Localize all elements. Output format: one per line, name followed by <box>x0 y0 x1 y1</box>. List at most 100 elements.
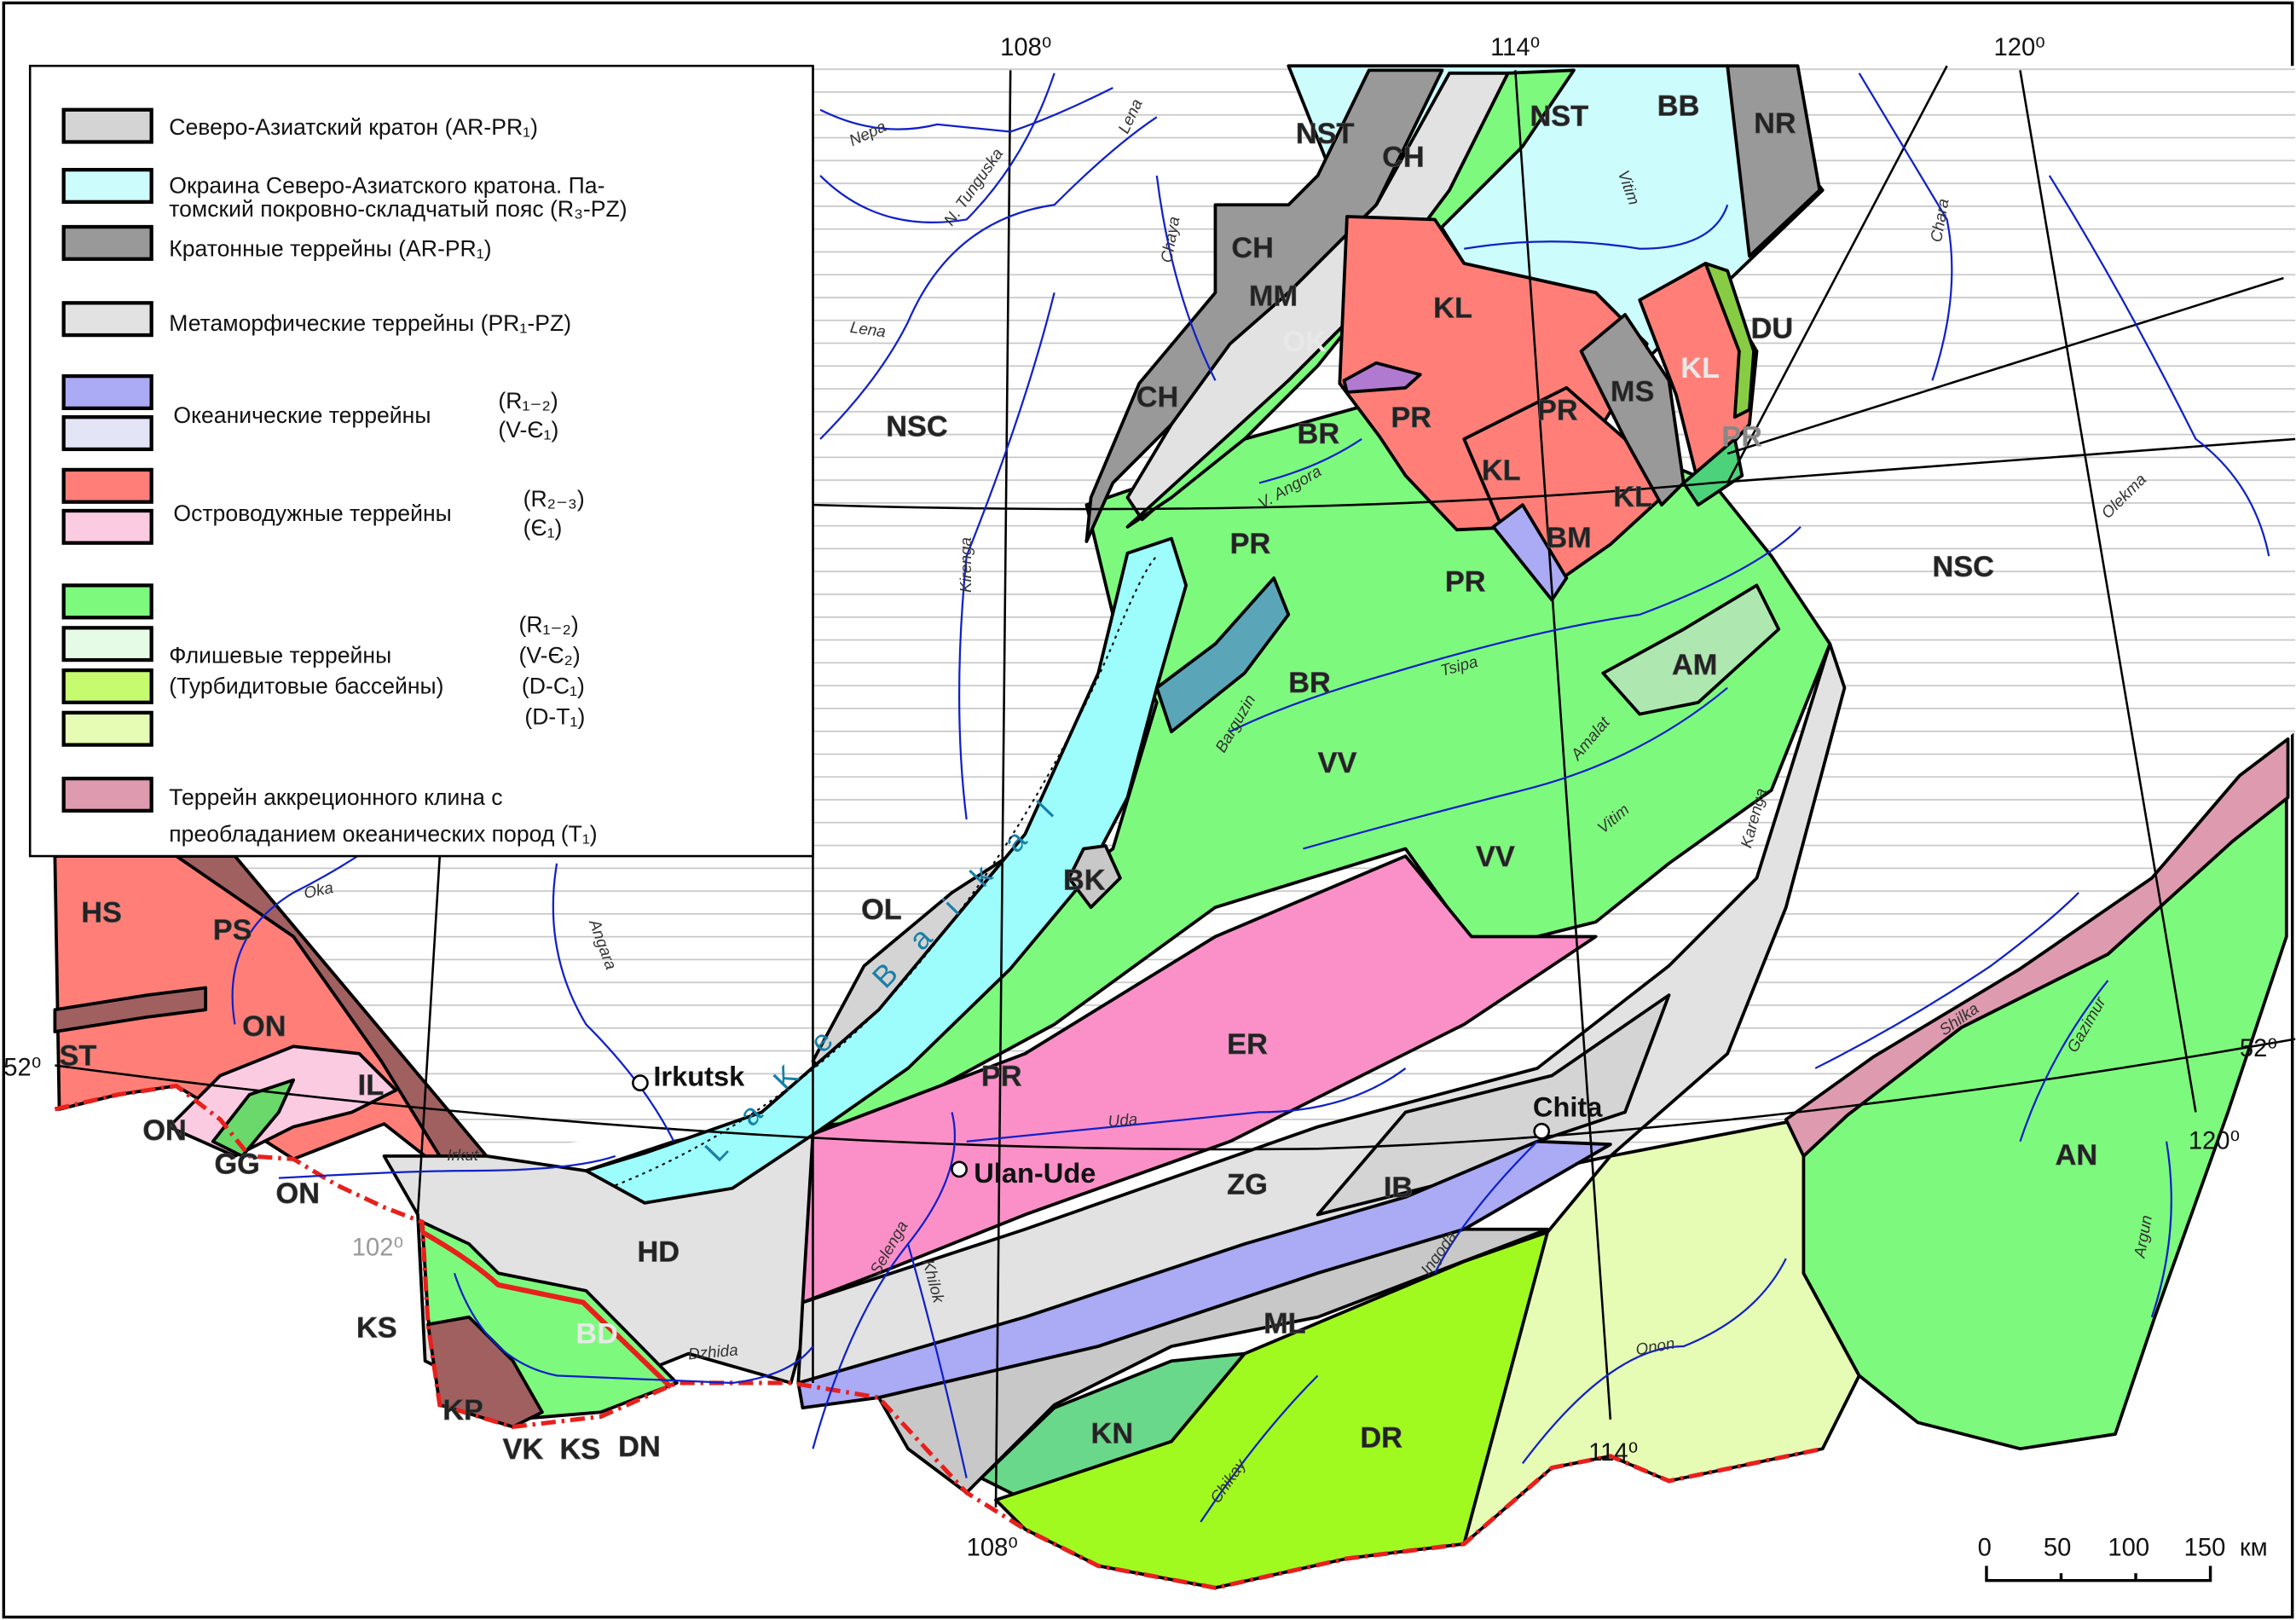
legend-age: (D-C₁) <box>522 674 585 699</box>
terrane-st <box>53 986 208 1033</box>
legend-age: (Є₁) <box>523 515 563 541</box>
terrane-label: KL <box>1613 481 1652 513</box>
terrane-labels: HS PS ON ST IL ON GG ON KS KP VK KS DN B… <box>59 90 2098 1466</box>
legend-item-cratonic: Кратонные террейны (AR-PR₁) <box>61 224 492 261</box>
scale-tick-label: 50 <box>2044 1534 2071 1561</box>
terrane-label: PR <box>1445 565 1486 598</box>
latitude-label: 52⁰ <box>2240 1035 2277 1062</box>
terrane-label: KN <box>1091 1417 1134 1449</box>
terrane-label: KL <box>1680 352 1720 385</box>
scale-bar: 0 50 100 150 км <box>1978 1534 2268 1582</box>
terrane-label: VV <box>1318 747 1357 779</box>
terrane-gg <box>211 1078 296 1158</box>
longitude-label: 114⁰ <box>1588 1439 1638 1467</box>
legend-label: Кратонные террейны (AR-PR₁) <box>169 235 491 261</box>
terrane-label: MM <box>1249 281 1298 313</box>
terrane-label: CH <box>1382 142 1425 174</box>
terrane-label: BR <box>1298 418 1340 450</box>
terrane-ml <box>876 1227 1549 1495</box>
terrane-label: ER <box>1227 1028 1268 1061</box>
terrane-label: ON <box>276 1177 320 1210</box>
terrane-am <box>1601 583 1781 716</box>
terrane-label: BK <box>1063 865 1106 897</box>
terrane-label: KS <box>560 1433 601 1466</box>
lake-shore-dotted-line <box>615 555 1158 1187</box>
city-marker-icon <box>1533 1122 1551 1140</box>
terrane-label: VV <box>1476 841 1515 873</box>
terrane-baikal-margin <box>584 536 1188 1205</box>
rivers <box>231 72 2270 1523</box>
legend-label: Метаморфические террейны (PR₁-PZ) <box>169 310 571 336</box>
terrane-label: KS <box>356 1312 397 1345</box>
legend-age: (V-Є₂) <box>518 643 580 668</box>
longitude-label: 120⁰ <box>1994 34 2045 61</box>
terrane-label: GG <box>214 1148 259 1181</box>
terrane-label: PR <box>1537 395 1578 427</box>
graticule-labels: 108⁰ 114⁰ 120⁰ 52⁰ 52⁰ 102⁰ 108⁰ 114⁰ 12… <box>3 34 2277 1561</box>
legend-item-margin: Окраина Северо-Азиатского кратона. Па- т… <box>61 167 627 222</box>
longitude-label: 108⁰ <box>967 1534 1018 1561</box>
red-suture-line <box>420 1229 674 1390</box>
terrane-accretion <box>1784 737 2290 1158</box>
legend-label: Окраина Северо-Азиатского кратона. Па- <box>169 173 604 199</box>
city-label: Ulan-Ude <box>974 1157 1096 1189</box>
terrane-label: ML <box>1264 1308 1306 1340</box>
river-label: Uda <box>1108 1110 1138 1131</box>
terrane-label: BR <box>1288 667 1331 699</box>
terrane-label: DN <box>618 1431 661 1463</box>
legend-age: (R₁₋₂) <box>498 388 558 414</box>
longitude-label: 114⁰ <box>1490 34 1540 61</box>
city-marker-icon <box>632 1074 649 1091</box>
terrane-label: PR <box>981 1061 1022 1093</box>
legend-label: томский покровно-складчатый пояс (R₃-PZ) <box>169 196 627 222</box>
terrane-label: ON <box>142 1114 186 1147</box>
terrane-label: IB <box>1384 1172 1413 1204</box>
terrane-label: CH <box>1231 232 1274 264</box>
legend-item-accretion: Террейн аккреционного клина с преобладан… <box>61 776 598 847</box>
legend-label: преобладанием океанических пород (T₁) <box>169 821 597 847</box>
terrane-nr <box>1726 64 1822 258</box>
terrane-label: NR <box>1754 107 1796 140</box>
terrane-label: DU <box>1751 312 1794 344</box>
longitude-label: 108⁰ <box>1000 34 1051 61</box>
legend-label: Океанические террейны <box>173 402 431 428</box>
terrane-label: NSC <box>1932 551 1993 583</box>
terrane-label: HS <box>81 896 122 929</box>
terrane-label: NST <box>1530 101 1588 133</box>
terrane-label: KP <box>442 1394 483 1426</box>
terrane-pr-green <box>1681 437 1744 507</box>
terrane-label: ON <box>242 1010 286 1043</box>
terrane-label: PS <box>213 914 252 946</box>
terrane-label: BB <box>1657 90 1700 123</box>
cities: Irkutsk Ulan-Ude Chita <box>632 1061 1603 1189</box>
city-label: Chita <box>1533 1091 1603 1123</box>
terrane-label: DR <box>1360 1421 1402 1454</box>
terrane-label: ST <box>60 1040 97 1073</box>
terrane-er <box>801 854 1598 1305</box>
legend-item-metamorphic: Метаморфические террейны (PR₁-PZ) <box>61 301 571 338</box>
terrane-label: PR <box>1721 420 1762 453</box>
terrane-label: IL <box>358 1069 385 1102</box>
longitude-label: 120⁰ <box>2189 1127 2240 1154</box>
legend-label: Террейн аккреционного клина с <box>169 784 502 810</box>
terrane-label: MS <box>1611 375 1654 408</box>
terrane-label: NSC <box>886 410 947 443</box>
scale-tick-label: 100 <box>2108 1534 2149 1561</box>
terrane-du <box>1703 262 1755 419</box>
terrane-oceanic-band <box>796 1139 1612 1410</box>
terrane-label: PR <box>1391 402 1431 434</box>
terrane-label: HD <box>637 1235 680 1268</box>
terrane-label: AN <box>2056 1139 2098 1172</box>
terrane-label: KL <box>1482 454 1521 487</box>
terrane-label: AM <box>1672 649 1717 681</box>
scale-tick-label: 0 <box>1978 1534 1992 1561</box>
terrane-label: CH <box>1136 381 1179 414</box>
terrane-pr-oceanic <box>1491 503 1569 602</box>
legend-item-flysch: Флишевые террейны (Турбидитовые бассейны… <box>61 583 585 747</box>
legend-item-island-arc: Островодужные террейны (R₂₋₃) (Є₁) <box>61 467 585 545</box>
legend-label: Флишевые террейны <box>169 643 391 668</box>
terrane-pr-purple <box>1342 361 1422 394</box>
scale-tick-label: 150 <box>2184 1534 2226 1561</box>
